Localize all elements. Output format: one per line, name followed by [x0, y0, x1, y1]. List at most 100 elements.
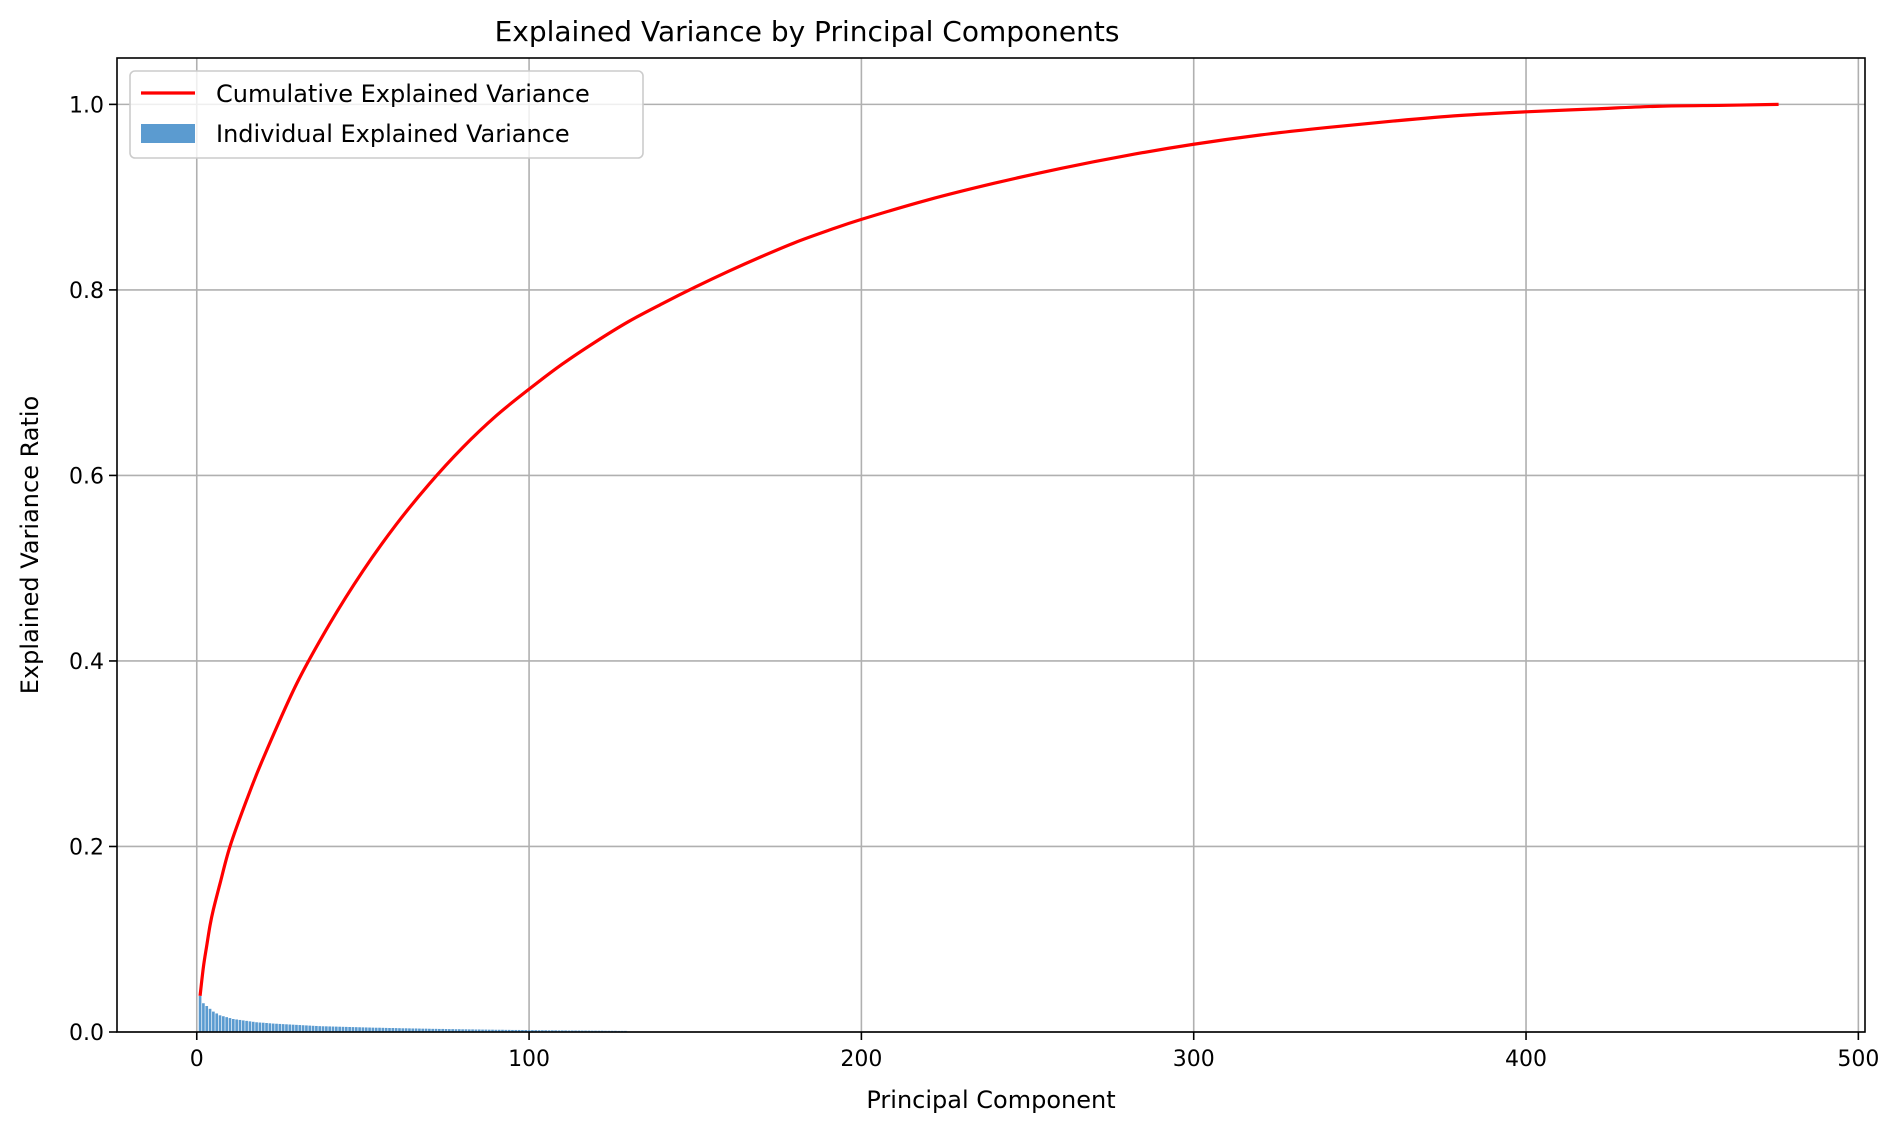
x-tick-label: 0 [190, 1047, 204, 1072]
variance-bar [444, 1029, 448, 1032]
x-tick-label: 100 [508, 1047, 550, 1072]
variance-bar [487, 1029, 491, 1032]
variance-bar [481, 1029, 484, 1032]
legend-box [129, 70, 644, 159]
variance-bar [325, 1026, 328, 1032]
variance-bar [215, 1013, 219, 1032]
variance-bar [268, 1023, 272, 1032]
y-tick-label: 1.0 [69, 93, 104, 118]
variance-bar [517, 1029, 521, 1032]
legend-label-cumulative: Cumulative Explained Variance [216, 80, 590, 108]
variance-bar [501, 1029, 504, 1032]
variance-bar [531, 1030, 534, 1032]
variance-bar [235, 1019, 238, 1032]
variance-bar [381, 1027, 385, 1032]
variance-bar [341, 1026, 345, 1032]
x-axis-label: Principal Component [866, 1086, 1115, 1114]
variance-bar [212, 1011, 215, 1032]
variance-bar [541, 1030, 544, 1032]
variance-bar [255, 1022, 258, 1032]
variance-bar [551, 1030, 554, 1032]
y-axis-label: Explained Variance Ratio [16, 396, 44, 694]
variance-bar [411, 1028, 415, 1032]
variance-bar [295, 1024, 298, 1032]
variance-bar [321, 1026, 325, 1032]
variance-bar [368, 1027, 371, 1032]
variance-bar [311, 1025, 315, 1032]
chart-title: Explained Variance by Principal Componen… [495, 15, 1120, 48]
variance-bar [554, 1030, 557, 1032]
legend-label-individual: Individual Explained Variance [216, 120, 570, 148]
variance-bar [398, 1028, 401, 1032]
variance-bar [544, 1030, 548, 1032]
variance-bar [208, 1008, 212, 1032]
variance-bar [354, 1027, 358, 1032]
x-axis-ticks: 0 100 200 300 400 500 [190, 1032, 1879, 1072]
variance-bar [225, 1017, 228, 1032]
variance-bar [298, 1025, 302, 1032]
variance-bar [537, 1030, 541, 1032]
variance-bar [547, 1030, 551, 1032]
variance-bar [285, 1024, 288, 1032]
variance-bar [534, 1030, 538, 1032]
variance-bar [228, 1018, 232, 1032]
variance-bar [467, 1029, 471, 1032]
variance-bar [424, 1028, 428, 1032]
variance-bar [265, 1023, 268, 1032]
variance-bar [511, 1029, 514, 1032]
variance-bar [454, 1029, 458, 1032]
variance-bar [421, 1028, 425, 1032]
x-tick-label: 400 [1505, 1047, 1547, 1072]
variance-bar [318, 1026, 322, 1032]
x-tick-label: 300 [1173, 1047, 1215, 1072]
variance-bar [248, 1021, 252, 1032]
variance-bar [258, 1022, 262, 1032]
variance-bar [428, 1028, 431, 1032]
variance-bar [371, 1027, 375, 1032]
variance-bar [218, 1015, 222, 1032]
variance-bar [521, 1030, 524, 1032]
variance-bar [261, 1022, 265, 1032]
variance-bar [202, 1003, 205, 1032]
variance-bar [281, 1024, 285, 1032]
variance-bar [305, 1025, 308, 1032]
variance-bar [438, 1028, 441, 1032]
variance-bar [378, 1027, 381, 1032]
variance-bar [527, 1030, 531, 1032]
variance-bar [497, 1029, 501, 1032]
variance-bar [301, 1025, 305, 1032]
variance-bar [251, 1021, 255, 1032]
variance-bar [358, 1027, 361, 1032]
variance-bar [471, 1029, 474, 1032]
y-tick-label: 0.8 [69, 279, 104, 304]
y-tick-label: 0.4 [69, 650, 104, 675]
variance-bar [464, 1029, 468, 1032]
variance-bar [494, 1029, 498, 1032]
variance-bar [491, 1029, 494, 1032]
individual-variance-bars [198, 995, 627, 1032]
y-tick-label: 0.2 [69, 835, 104, 860]
plot-frame [116, 57, 1866, 1033]
variance-bar [514, 1029, 518, 1032]
variance-bar [335, 1026, 338, 1032]
variance-bar [388, 1028, 391, 1032]
variance-bar [315, 1025, 318, 1032]
variance-bar [418, 1028, 421, 1032]
legend-bar-swatch [141, 124, 195, 143]
variance-bar [474, 1029, 478, 1032]
variance-bar [344, 1026, 348, 1032]
variance-bar [477, 1029, 481, 1032]
variance-bar [222, 1016, 225, 1032]
variance-bar [351, 1027, 355, 1032]
variance-bar [504, 1029, 508, 1032]
variance-bar [338, 1026, 341, 1032]
variance-bar [524, 1030, 528, 1032]
variance-bar [447, 1029, 451, 1032]
variance-bar [408, 1028, 411, 1032]
variance-bar [271, 1023, 275, 1032]
y-tick-label: 0.6 [69, 464, 104, 489]
variance-bar [245, 1020, 248, 1032]
variance-bar [364, 1027, 368, 1032]
